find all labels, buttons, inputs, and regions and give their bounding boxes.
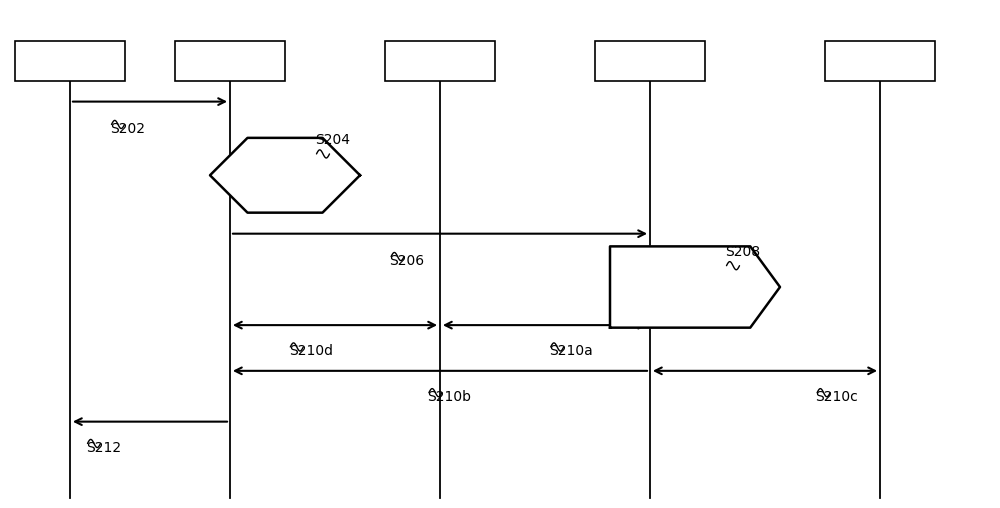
Text: 基站: 基站 [430,52,450,70]
Polygon shape [210,138,360,213]
Bar [385,41,495,81]
Text: 远端UE: 远端UE [49,52,91,70]
Polygon shape [610,246,780,328]
Text: S210d: S210d [289,344,333,359]
Text: S210a: S210a [549,344,593,359]
Text: S210c: S210c [816,390,858,404]
Text: S206: S206 [390,254,425,268]
Text: S204: S204 [315,133,350,147]
Text: S202: S202 [110,122,145,136]
Bar [825,41,935,81]
Text: S208: S208 [725,245,760,259]
Bar [175,41,285,81]
Text: S212: S212 [86,441,121,455]
Text: T-SC: T-SC [212,52,248,70]
Text: S210b: S210b [427,390,471,404]
Bar [15,41,125,81]
Text: SDN控制器: SDN控制器 [617,52,683,70]
Bar [595,41,705,81]
Text: 核心网实体: 核心网实体 [855,52,905,70]
